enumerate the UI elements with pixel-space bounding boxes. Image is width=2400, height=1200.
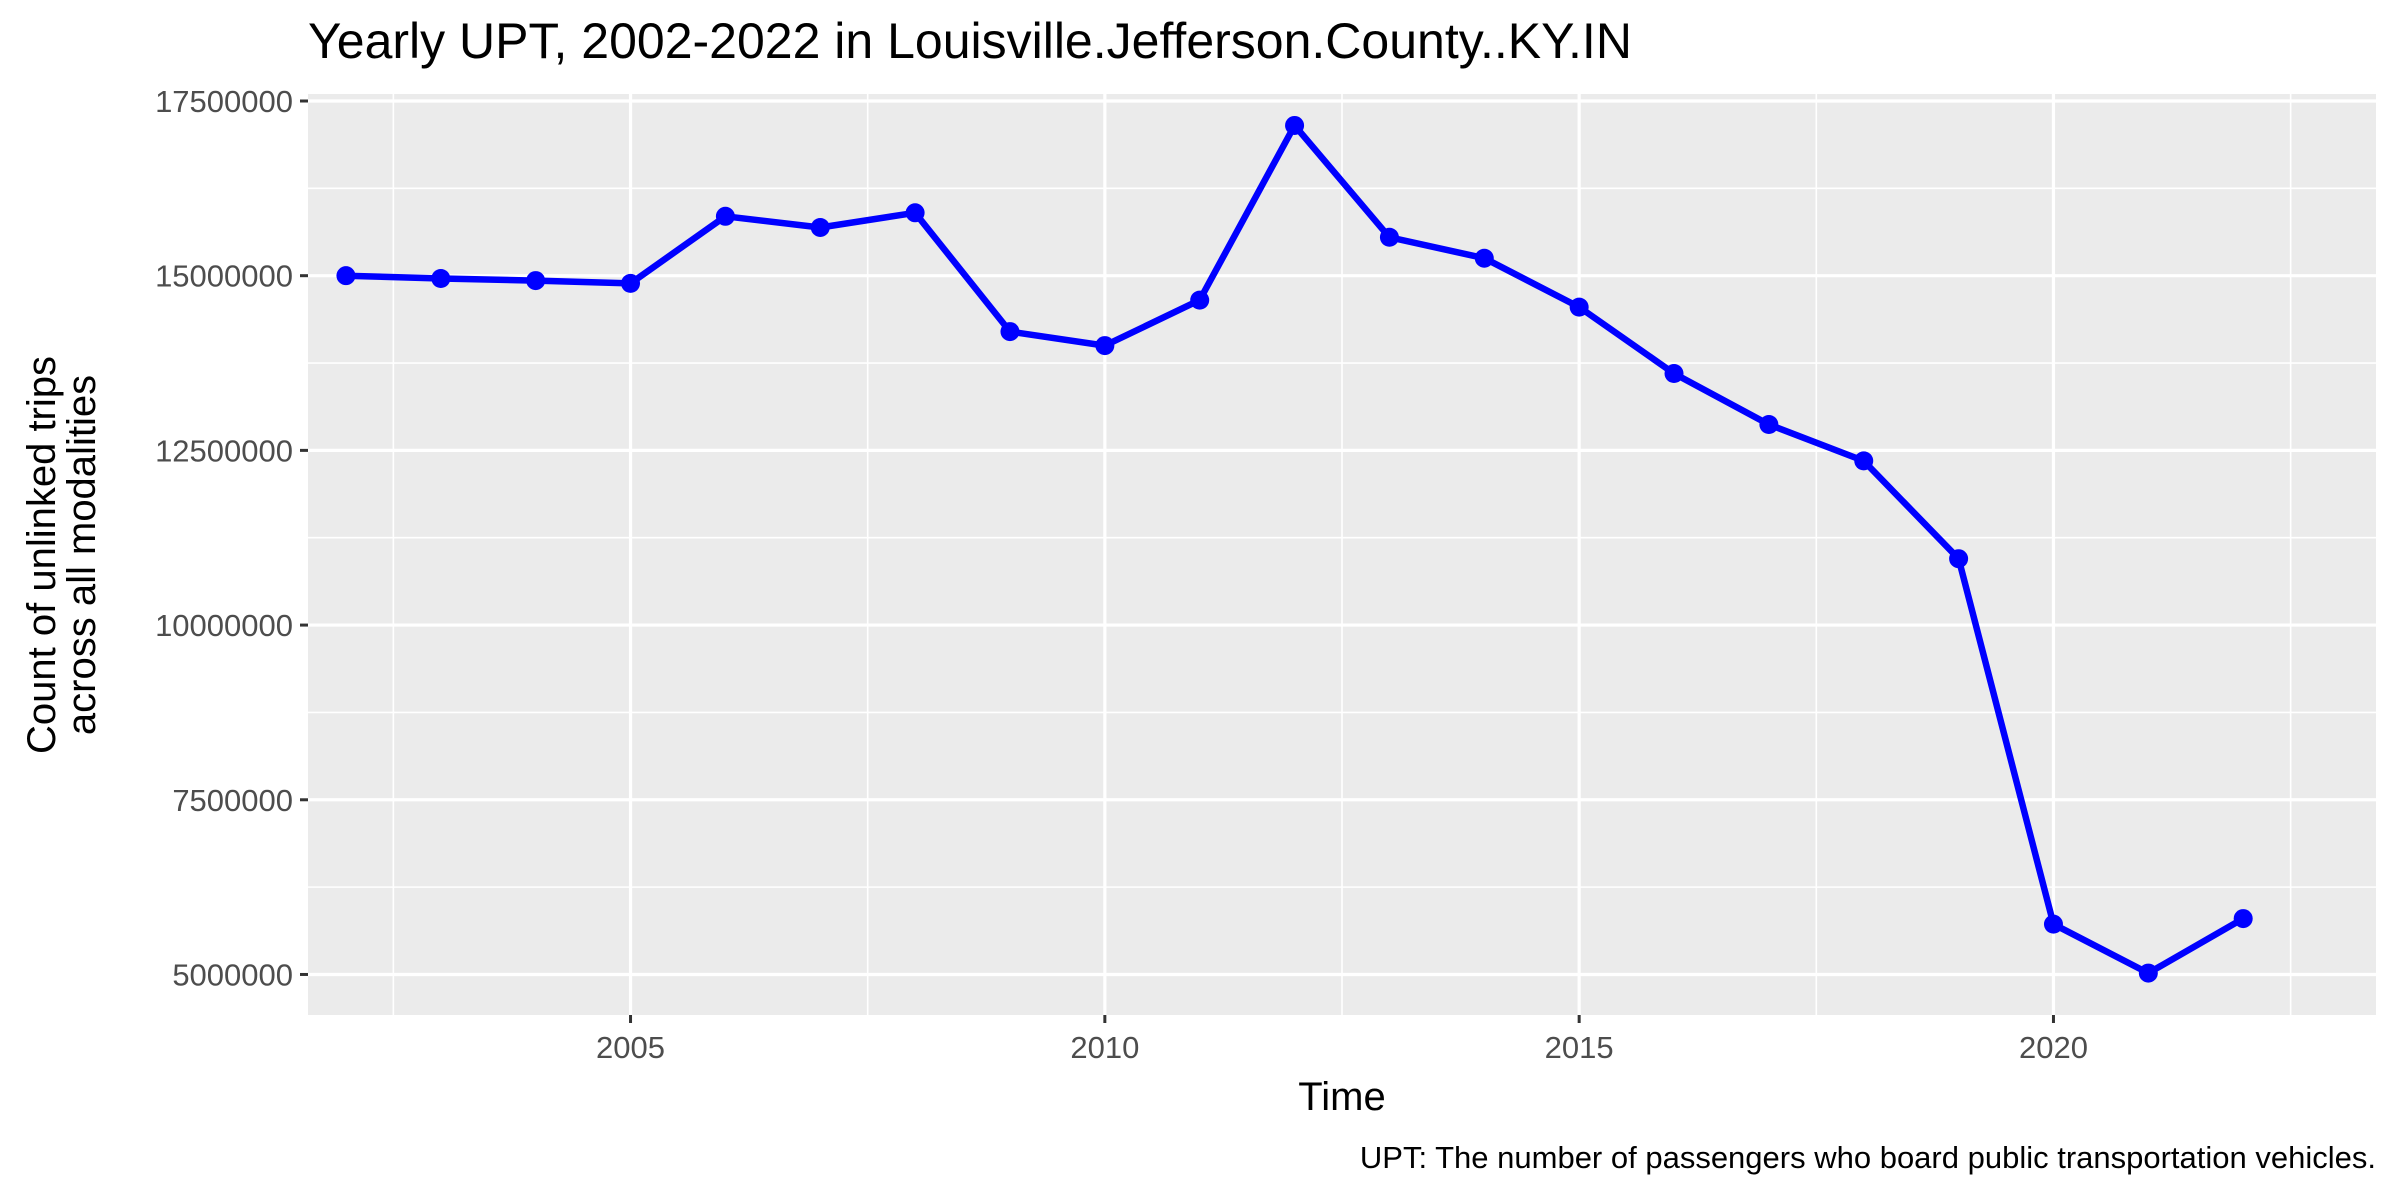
y-tick-label: 15000000 — [155, 259, 293, 294]
data-point — [2233, 909, 2253, 929]
data-point — [905, 203, 925, 223]
axes: 2005 2010 2015 2020 5000000 7500000 10000000 12… — [155, 84, 2088, 1065]
data-point — [336, 266, 356, 286]
x-tick-label: 2010 — [1070, 1030, 1139, 1065]
data-point — [1664, 364, 1684, 384]
y-tick-label: 12500000 — [155, 433, 293, 468]
x-tick-label: 2015 — [1545, 1030, 1614, 1065]
data-point — [1474, 248, 1494, 268]
data-point — [2138, 963, 2158, 983]
data-series — [336, 115, 2253, 983]
data-point — [1949, 549, 1969, 569]
x-axis-title: Time — [1298, 1075, 1385, 1119]
data-point — [2043, 914, 2063, 934]
data-point — [431, 268, 451, 288]
data-point — [1379, 227, 1399, 247]
y-tick-label: 7500000 — [172, 783, 293, 818]
chart-title: Yearly UPT, 2002-2022 in Louisville.Jeff… — [308, 13, 1632, 69]
data-point — [715, 206, 735, 226]
y-tick-label: 17500000 — [155, 84, 293, 119]
gridlines — [308, 94, 2376, 1015]
data-point — [1569, 297, 1589, 317]
x-tick-label: 2020 — [2019, 1030, 2088, 1065]
data-point — [621, 273, 641, 293]
data-point — [1854, 451, 1874, 471]
y-axis-title: Count of unlinked trips across all modal… — [20, 356, 104, 754]
data-point — [1759, 415, 1779, 435]
data-point — [1190, 290, 1210, 310]
y-axis-title-line-2: across all modalities — [60, 375, 104, 735]
data-point — [1285, 115, 1305, 135]
data-point — [526, 271, 546, 291]
y-axis-title-line-1: Count of unlinked trips — [20, 356, 64, 754]
data-point — [810, 217, 830, 237]
y-tick-label: 5000000 — [172, 957, 293, 992]
chart-caption: UPT: The number of passengers who board … — [1360, 1140, 2376, 1175]
data-point — [1000, 322, 1020, 342]
x-tick-label: 2005 — [596, 1030, 665, 1065]
y-tick-label: 10000000 — [155, 608, 293, 643]
data-point — [1095, 336, 1115, 356]
